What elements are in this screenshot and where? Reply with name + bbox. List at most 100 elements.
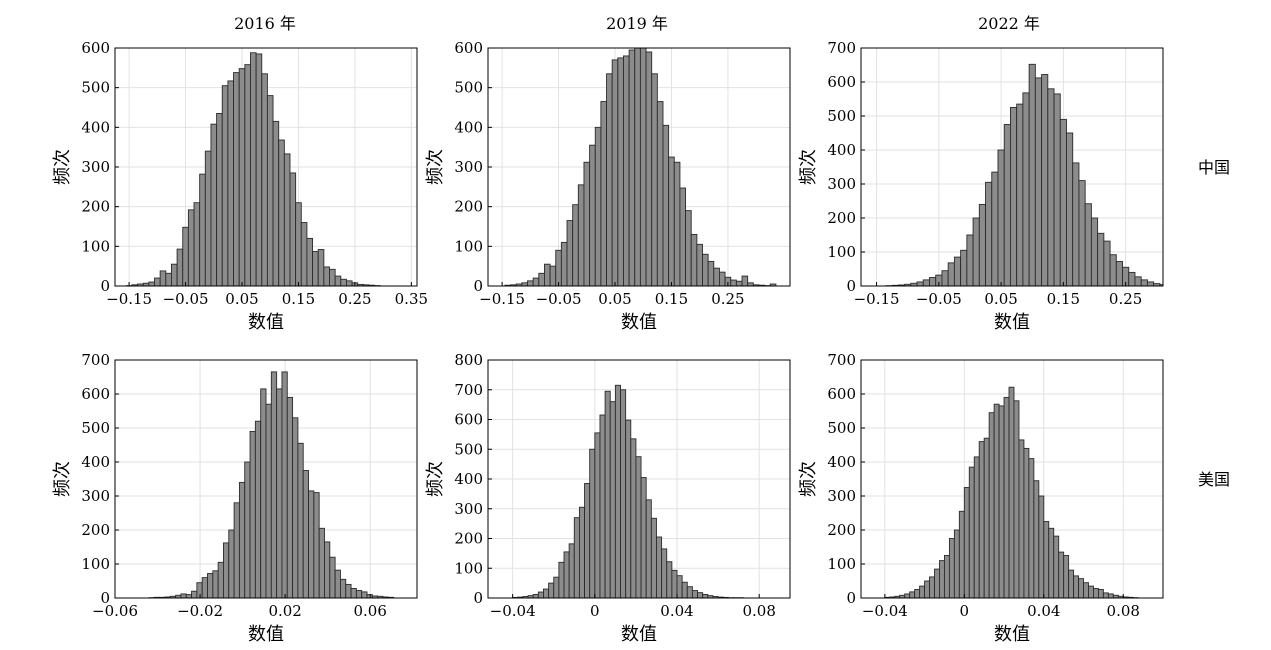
histogram-bar <box>919 585 926 599</box>
histogram-bar <box>201 577 208 599</box>
y-axis-label: 频次 <box>52 149 73 185</box>
x-tick-label: 0.02 <box>268 602 301 620</box>
histogram-bar <box>978 203 986 287</box>
histogram-bar <box>272 120 280 287</box>
histogram-bar <box>599 414 606 599</box>
histogram-bar <box>679 187 687 287</box>
histogram-bar <box>289 172 297 287</box>
histogram-bar <box>538 272 545 287</box>
histogram-bar <box>1016 103 1024 287</box>
x-tick-label: 0.04 <box>1027 602 1060 620</box>
histogram-bar <box>323 266 330 287</box>
histogram-bar <box>998 405 1005 599</box>
histogram-bar <box>697 592 704 599</box>
y-tick-label: 200 <box>827 209 856 227</box>
x-tick-label: 0 <box>960 602 970 620</box>
histogram-bar <box>1028 458 1035 599</box>
histogram-bar <box>221 85 229 287</box>
histogram-bar <box>216 112 223 287</box>
histogram-bar <box>329 268 336 287</box>
axes-frame <box>860 47 1164 287</box>
histogram-bar <box>1041 74 1049 287</box>
histogram-bar <box>651 73 658 287</box>
histogram-bar <box>276 388 283 599</box>
x-axis-label: 数值 <box>248 624 284 645</box>
histogram-bar <box>199 173 206 287</box>
x-tick-label: 0.15 <box>1047 290 1080 308</box>
histogram-bar <box>1003 396 1010 599</box>
histogram-bar <box>972 217 980 287</box>
histogram-bar <box>1103 240 1111 287</box>
histogram-bar <box>553 576 560 599</box>
y-tick-label: 700 <box>827 351 856 369</box>
histogram-bar <box>929 277 937 287</box>
histogram-bar <box>668 156 675 287</box>
histogram-bar <box>939 560 945 599</box>
histogram-bar <box>985 181 993 287</box>
histogram-bar <box>1078 180 1086 287</box>
histogram-bar <box>334 569 341 599</box>
histogram-bar <box>656 101 664 287</box>
histogram-bar <box>690 233 698 287</box>
row-label-usa: 美国 <box>1198 470 1231 489</box>
y-tick-label: 400 <box>81 453 110 471</box>
chart-panel-2: −0.15 −0.05 0.05 0.15 0.25 0 100 200 300 400 500 60… <box>425 39 791 333</box>
histogram-bar <box>223 542 230 599</box>
histogram-bar <box>355 590 363 599</box>
histogram-bar <box>340 278 347 287</box>
x-tick-label: −0.05 <box>536 290 582 308</box>
histogram-bar <box>292 417 299 599</box>
histogram-bar <box>960 249 968 287</box>
histogram-bar <box>543 588 550 599</box>
histogram-bar <box>1107 593 1114 599</box>
y-tick-label: 700 <box>454 381 483 399</box>
histogram-bar <box>963 487 970 599</box>
histogram-bar <box>572 204 579 287</box>
y-tick-label: 100 <box>827 243 856 261</box>
histogram-bar <box>1066 132 1074 287</box>
histogram-bar <box>991 171 999 287</box>
y-tick-label: 700 <box>827 39 856 57</box>
y-tick-label: 400 <box>81 118 110 136</box>
x-tick-label: 0.25 <box>711 290 744 308</box>
histogram-bar <box>671 569 678 599</box>
y-tick-label: 100 <box>454 237 483 255</box>
y-tick-label: 600 <box>827 73 856 91</box>
axes-frame <box>114 359 418 599</box>
histogram-bar <box>666 561 673 599</box>
y-axis-label: 频次 <box>425 461 446 497</box>
y-tick-label: 400 <box>454 118 483 136</box>
y-tick-label: 300 <box>827 487 856 505</box>
histogram-bar <box>953 529 960 599</box>
histogram-bar <box>978 441 985 599</box>
histogram-bar <box>1018 439 1025 599</box>
histogram-bar <box>334 275 342 287</box>
histogram-bar <box>916 281 924 287</box>
histogram-bar <box>953 256 962 287</box>
y-tick-label: 500 <box>454 79 483 97</box>
histogram-bar <box>909 591 916 599</box>
column-title-2022: 2022 年 <box>978 14 1040 33</box>
x-tick-label: −0.02 <box>177 602 223 620</box>
y-tick-label: 0 <box>846 277 856 295</box>
x-tick-label: 0 <box>590 602 600 620</box>
histogram-bar <box>988 412 995 599</box>
histogram-bar <box>718 271 726 287</box>
column-title-2019: 2019 年 <box>606 14 668 33</box>
y-axis-label: 频次 <box>425 149 446 185</box>
histogram-bar <box>609 401 616 599</box>
histogram-bar <box>176 248 184 287</box>
histogram-bar <box>1038 495 1045 599</box>
histogram-bar <box>270 371 278 599</box>
histogram-bar <box>645 51 653 287</box>
y-tick-label: 200 <box>454 198 483 216</box>
histogram-bar <box>548 582 555 599</box>
histogram-bar <box>549 265 557 287</box>
histogram-bar <box>196 582 203 599</box>
histogram-bar <box>635 456 642 599</box>
histogram-bar <box>735 280 743 287</box>
histogram-bar <box>238 481 246 599</box>
histogram-bar <box>1109 254 1117 287</box>
histogram-bar <box>278 139 285 287</box>
